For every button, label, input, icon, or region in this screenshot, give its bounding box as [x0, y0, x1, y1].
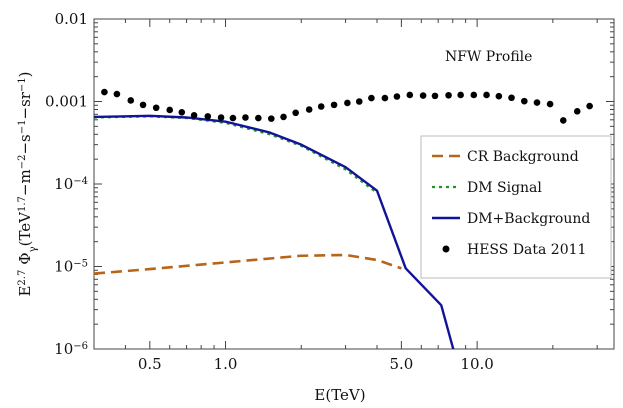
- data-point: [139, 101, 147, 109]
- y-tick-label: 10−4: [54, 175, 88, 193]
- x-tick-label: 5.0: [389, 355, 413, 373]
- data-point: [204, 113, 212, 120]
- data-point: [317, 103, 325, 110]
- data-point: [217, 114, 225, 121]
- series-line: [94, 115, 378, 194]
- series-2: [94, 115, 378, 194]
- data-point: [242, 114, 249, 121]
- data-point: [344, 99, 351, 107]
- data-point: [483, 91, 490, 99]
- legend-label: HESS Data 2011: [467, 242, 586, 258]
- data-point: [127, 97, 135, 104]
- data-point: [457, 91, 464, 99]
- data-point: [190, 112, 198, 119]
- data-point: [559, 117, 567, 124]
- legend-label: DM Signal: [467, 180, 542, 196]
- series-layer: [94, 88, 593, 349]
- y-tick-label: 10−5: [54, 258, 88, 276]
- data-point: [521, 97, 528, 105]
- data-point: [330, 101, 338, 109]
- data-point: [431, 92, 439, 100]
- legend-label: DM+Background: [467, 211, 590, 227]
- data-point: [305, 106, 313, 113]
- data-point: [470, 91, 478, 99]
- data-point: [508, 94, 515, 102]
- data-point: [255, 114, 262, 122]
- svg-text:E2.7Φγ(TeV1.7−m−2−s−1−sr−1): E2.7Φγ(TeV1.7−m−2−s−1−sr−1): [16, 71, 39, 296]
- data-point: [495, 92, 503, 100]
- data-point: [406, 91, 414, 99]
- data-point: [113, 90, 121, 98]
- series-line: [94, 253, 402, 275]
- y-axis-title: E2.7Φγ(TeV1.7−m−2−s−1−sr−1): [16, 71, 39, 296]
- tick-labels: 0.5 1.0 5.0 10.0 0.01 0.001 10−4 10−5 10−6: [45, 10, 494, 373]
- y-tick-label: 10−6: [54, 340, 88, 358]
- annotation-label: NFW Profile: [445, 49, 532, 65]
- data-point: [368, 94, 375, 102]
- data-point: [355, 98, 363, 105]
- x-tick-label: 10.0: [460, 355, 493, 373]
- legend-swatch: [442, 245, 450, 253]
- x-tick-label: 0.5: [138, 355, 162, 373]
- data-point: [267, 115, 275, 122]
- legend-label: CR Background: [467, 149, 579, 165]
- x-tick-label: 1.0: [214, 355, 238, 373]
- legend: CR Background DM Signal DM+Background HESS …: [420, 135, 612, 279]
- series-4: [101, 88, 593, 124]
- data-point: [393, 93, 401, 100]
- legend-box: [420, 135, 612, 279]
- data-point: [229, 114, 237, 122]
- data-point: [586, 102, 593, 110]
- data-point: [101, 88, 108, 96]
- y-tick-label: 0.001: [45, 93, 88, 111]
- data-point: [280, 113, 287, 121]
- series-line: [94, 114, 455, 349]
- data-point: [573, 108, 581, 115]
- series-1: [94, 253, 402, 275]
- data-point: [178, 108, 186, 116]
- axis-ticks: [93, 18, 614, 350]
- data-point: [546, 100, 554, 108]
- series-3: [94, 114, 455, 349]
- data-point: [445, 91, 452, 99]
- data-point: [533, 99, 541, 106]
- data-point: [419, 92, 427, 99]
- data-point: [152, 104, 160, 112]
- data-point: [292, 109, 299, 117]
- x-axis-title: E(TeV): [314, 386, 365, 404]
- y-tick-label: 0.01: [55, 10, 88, 28]
- data-point: [166, 106, 174, 114]
- data-point: [381, 94, 389, 102]
